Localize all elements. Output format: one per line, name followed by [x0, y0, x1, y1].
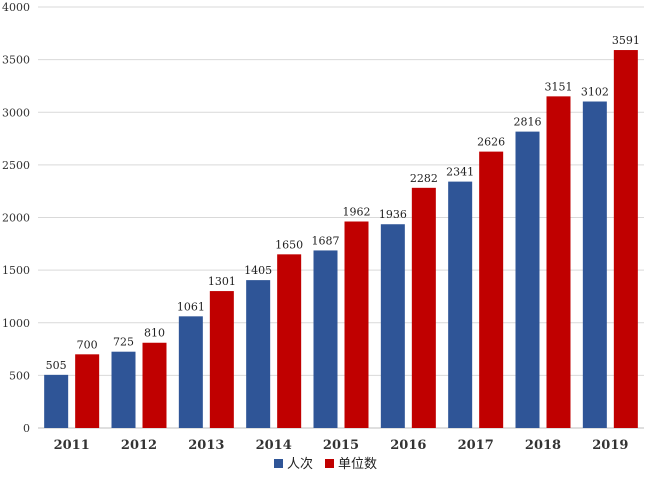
bar-series1-2015: [313, 250, 338, 428]
gridlines: [38, 6, 644, 429]
x-tick-label: 2013: [188, 438, 224, 453]
y-tick-label: 2500: [2, 159, 30, 172]
x-tick-label: 2019: [592, 438, 628, 453]
x-tick-label: 2011: [54, 438, 90, 453]
y-tick-label: 3000: [2, 106, 30, 119]
bar-series2-2016: [411, 187, 436, 428]
bar-series2-2017: [479, 151, 504, 428]
data-label: 1061: [177, 300, 205, 313]
data-label: 3151: [545, 80, 573, 93]
bar-series2-2012: [142, 342, 167, 428]
data-label: 2282: [410, 172, 438, 185]
legend-label: 人次: [287, 456, 313, 472]
y-tick-label: 3500: [2, 54, 30, 67]
legend: 人次 单位数: [274, 456, 377, 472]
legend-swatch: [274, 459, 283, 468]
x-tick-label: 2017: [458, 438, 494, 453]
bar-series1-2016: [380, 224, 405, 428]
x-tick-label: 2018: [525, 438, 561, 453]
data-label: 2816: [514, 116, 542, 129]
bar-series2-2019: [613, 50, 638, 429]
data-label: 725: [113, 336, 134, 349]
data-label: 1687: [312, 234, 340, 247]
data-label: 1405: [244, 264, 272, 277]
data-label: 3591: [612, 34, 640, 47]
data-label: 700: [77, 338, 98, 351]
bar-series1-2012: [111, 351, 136, 428]
data-label: 810: [144, 327, 165, 340]
y-tick-label: 2000: [2, 212, 30, 225]
data-label: 1936: [379, 208, 407, 221]
bar-series1-2013: [178, 316, 203, 428]
y-tick-label: 0: [23, 422, 30, 435]
bar-series2-2018: [546, 96, 571, 429]
x-tick-label: 2012: [121, 438, 157, 453]
data-label: 1650: [275, 238, 303, 251]
y-tick-label: 4000: [2, 1, 30, 14]
data-label: 2626: [477, 136, 505, 149]
bar-series1-2018: [515, 131, 540, 428]
y-tick-label: 1000: [2, 317, 30, 330]
data-label: 1962: [343, 205, 371, 218]
bar-series2-2011: [75, 354, 100, 428]
y-tick-label: 500: [9, 369, 30, 382]
bar-series1-2011: [44, 374, 69, 428]
x-tick-label: 2015: [323, 438, 359, 453]
y-axis-ticks: 0 500 1000 1500 2000 2500 3000 3500 4000: [2, 1, 30, 435]
x-tick-label: 2014: [256, 438, 292, 453]
bar-series2-2014: [277, 254, 302, 428]
data-label: 3102: [581, 86, 609, 99]
data-label: 2341: [446, 166, 474, 179]
y-tick-label: 1500: [2, 264, 30, 277]
data-label: 1301: [208, 275, 236, 288]
x-axis-labels: 2011 2012 2013 2014 2015 2016 2017 2018 2019: [54, 438, 629, 453]
bar-series1-2019: [582, 101, 607, 429]
legend-label: 单位数: [338, 457, 377, 472]
bar-series2-2015: [344, 221, 369, 428]
bar-series1-2017: [448, 181, 473, 428]
data-label: 505: [46, 359, 67, 372]
legend-swatch: [325, 459, 334, 468]
x-tick-label: 2016: [390, 438, 426, 453]
bar-series1-2014: [246, 280, 271, 428]
bar-series2-2013: [209, 291, 234, 428]
